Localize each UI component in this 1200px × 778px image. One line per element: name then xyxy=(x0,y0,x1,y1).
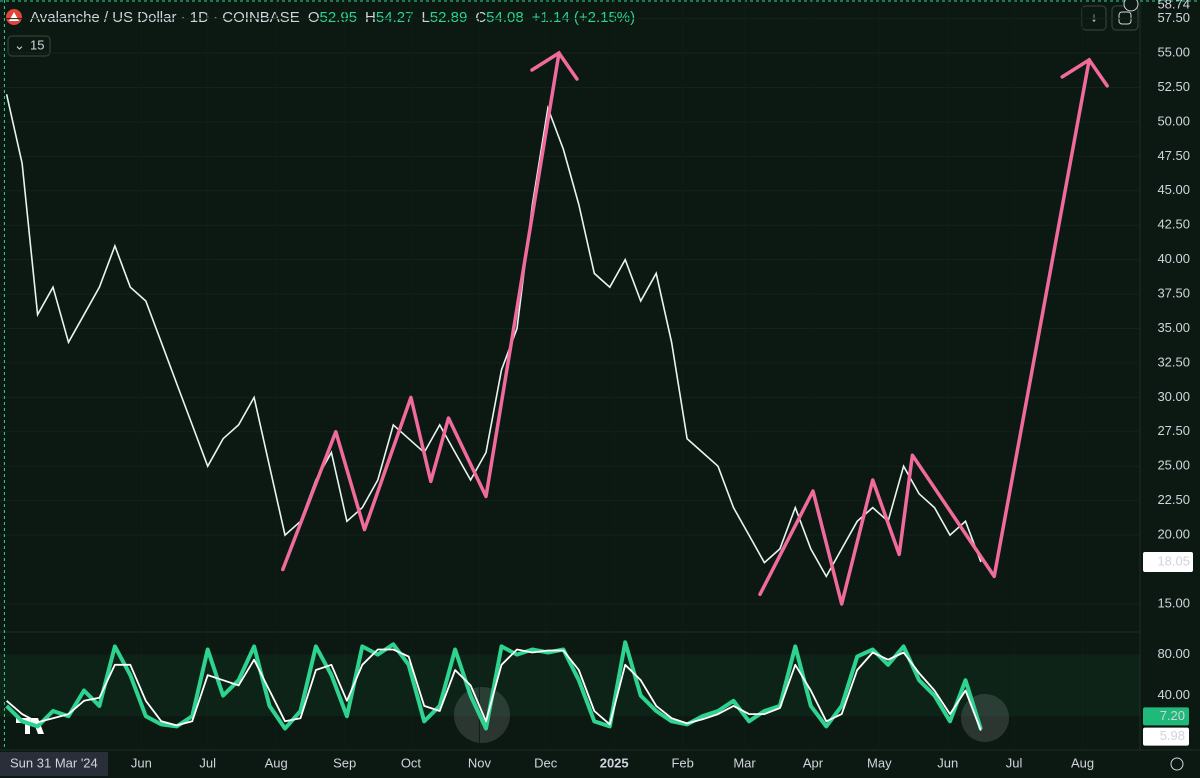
ohlc-value: 52.95 xyxy=(320,9,358,26)
scroll-icon: ↓ xyxy=(1091,9,1098,24)
x-tick-label: Oct xyxy=(401,755,422,770)
y-tick-label: 45.00 xyxy=(1157,182,1190,197)
x-tick-label: Aug xyxy=(1071,755,1094,770)
y-tick-label: 25.00 xyxy=(1157,458,1190,473)
scroll-button[interactable] xyxy=(1081,5,1107,31)
y-tick-label: 50.00 xyxy=(1157,113,1190,128)
ohlc-label: C xyxy=(475,9,486,26)
ohlc-value: 52.89 xyxy=(430,9,468,26)
settings-icon[interactable] xyxy=(1170,757,1184,771)
add-button[interactable] xyxy=(1123,0,1139,12)
x-tick-label: May xyxy=(867,755,892,770)
y-tick-label: 47.50 xyxy=(1157,148,1190,163)
trough-highlight xyxy=(454,687,510,743)
ohlc-label: L xyxy=(421,9,429,26)
header: Avalanche / US Dollar · 1D · COINBASE O52… xyxy=(30,9,635,26)
drawing-arrowhead xyxy=(530,50,579,81)
interval-badge-text: 15 xyxy=(30,37,44,52)
y-tick-label: 42.50 xyxy=(1157,217,1190,232)
ohlc-label: H xyxy=(365,9,376,26)
osc-tick-label: 80.00 xyxy=(1157,646,1190,661)
header-title: Avalanche / US Dollar · 1D · COINBASE xyxy=(30,9,300,26)
y-tick-label: 57.50 xyxy=(1157,10,1190,25)
last-price-box xyxy=(1143,551,1193,572)
osc-last-label: 7.20 xyxy=(1160,708,1185,723)
drawing-arrowhead xyxy=(1060,57,1109,88)
ohlc-label: O xyxy=(308,9,320,26)
price-line xyxy=(5,94,982,579)
high-label: 58.74 xyxy=(1157,0,1190,11)
osc-line xyxy=(5,640,983,731)
y-tick-label: 52.50 xyxy=(1157,79,1190,94)
x-tick-label: Nov xyxy=(468,755,492,770)
crosshair-label: Sun 31 Mar '24 xyxy=(10,755,98,770)
osc-last-box xyxy=(1143,727,1189,746)
header-change: +1.14 (+2.15%) xyxy=(532,9,635,26)
x-tick-label: Sep xyxy=(333,755,356,770)
osc-line xyxy=(6,648,982,731)
y-tick-label: 15.00 xyxy=(1157,595,1190,610)
drawing-line xyxy=(281,51,561,572)
reset-icon xyxy=(1118,11,1132,25)
y-tick-label: 55.00 xyxy=(1157,44,1190,59)
x-tick-label: Aug xyxy=(265,755,288,770)
x-tick-label: Apr xyxy=(803,755,824,770)
osc-last-label: 5.98 xyxy=(1160,728,1185,743)
osc-last-box xyxy=(1143,707,1189,726)
interval-badge[interactable] xyxy=(7,35,51,57)
y-tick-label: 37.50 xyxy=(1157,286,1190,301)
x-tick-label: Mar xyxy=(733,755,756,770)
x-tick-label: Jun xyxy=(131,755,152,770)
y-tick-label: 40.00 xyxy=(1157,251,1190,266)
y-tick-label: 30.00 xyxy=(1157,389,1190,404)
crosshair-label-box xyxy=(0,752,108,776)
osc-tick-label: 40.00 xyxy=(1157,687,1190,702)
drawing-line xyxy=(758,58,1091,606)
x-tick-label: 2025 xyxy=(600,755,629,770)
y-tick-label: 22.50 xyxy=(1157,492,1190,507)
x-tick-label: Jul xyxy=(199,755,216,770)
x-tick-label: Dec xyxy=(534,755,558,770)
ohlc-value: 54.08 xyxy=(486,9,524,26)
y-tick-label: 32.50 xyxy=(1157,354,1190,369)
badge-caret: ⌄ xyxy=(14,37,25,52)
last-price-label: 18.05 xyxy=(1157,553,1190,568)
x-tick-label: Jul xyxy=(1006,755,1023,770)
x-tick-label: Jun xyxy=(937,755,958,770)
y-tick-label: 35.00 xyxy=(1157,320,1190,335)
ohlc-value: 54.27 xyxy=(376,9,414,26)
x-tick-label: Feb xyxy=(671,755,693,770)
y-tick-label: 27.50 xyxy=(1157,423,1190,438)
y-tick-label: 20.00 xyxy=(1157,527,1190,542)
